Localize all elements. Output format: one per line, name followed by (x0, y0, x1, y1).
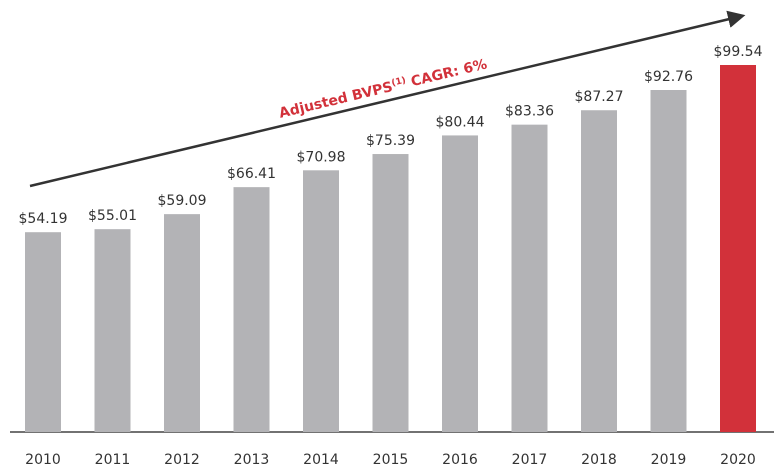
bar (25, 232, 61, 432)
x-tick-label: 2015 (373, 452, 409, 468)
bar (442, 135, 478, 432)
bar (303, 170, 339, 433)
x-tick-label: 2014 (303, 452, 339, 468)
x-tick-label: 2019 (651, 452, 687, 468)
annotation-superscript: (1) (391, 76, 407, 89)
cagr-annotation: Adjusted BVPS(1) CAGR: 6% (277, 56, 488, 121)
bar (581, 110, 617, 432)
value-label: $92.76 (644, 69, 693, 85)
bar (94, 229, 131, 432)
bar (164, 214, 200, 432)
bar (233, 187, 270, 432)
bar (511, 124, 548, 432)
x-tick-label: 2018 (581, 452, 617, 468)
x-tick-label: 2012 (164, 452, 200, 468)
value-label: $66.41 (227, 166, 276, 182)
x-tick-label: 2011 (95, 452, 131, 468)
x-tick-label: 2016 (442, 452, 478, 468)
annotation-text: Adjusted BVPS (277, 79, 394, 122)
value-label: $55.01 (88, 208, 137, 224)
value-label: $99.54 (714, 44, 763, 60)
bar (372, 154, 409, 432)
value-label: $70.98 (297, 149, 346, 165)
bar (720, 65, 756, 432)
value-label: $54.19 (19, 211, 68, 227)
x-tick-label: 2010 (25, 452, 61, 468)
value-label: $59.09 (158, 193, 207, 209)
x-tick-label: 2020 (720, 452, 756, 468)
bar (650, 89, 687, 432)
value-label: $83.36 (505, 104, 554, 120)
value-label: $87.27 (575, 89, 624, 105)
x-tick-label: 2013 (234, 452, 270, 468)
value-label: $80.44 (436, 114, 485, 130)
trend-arrow (29, 10, 746, 188)
value-label: $75.39 (366, 133, 415, 149)
x-tick-label: 2017 (512, 452, 548, 468)
